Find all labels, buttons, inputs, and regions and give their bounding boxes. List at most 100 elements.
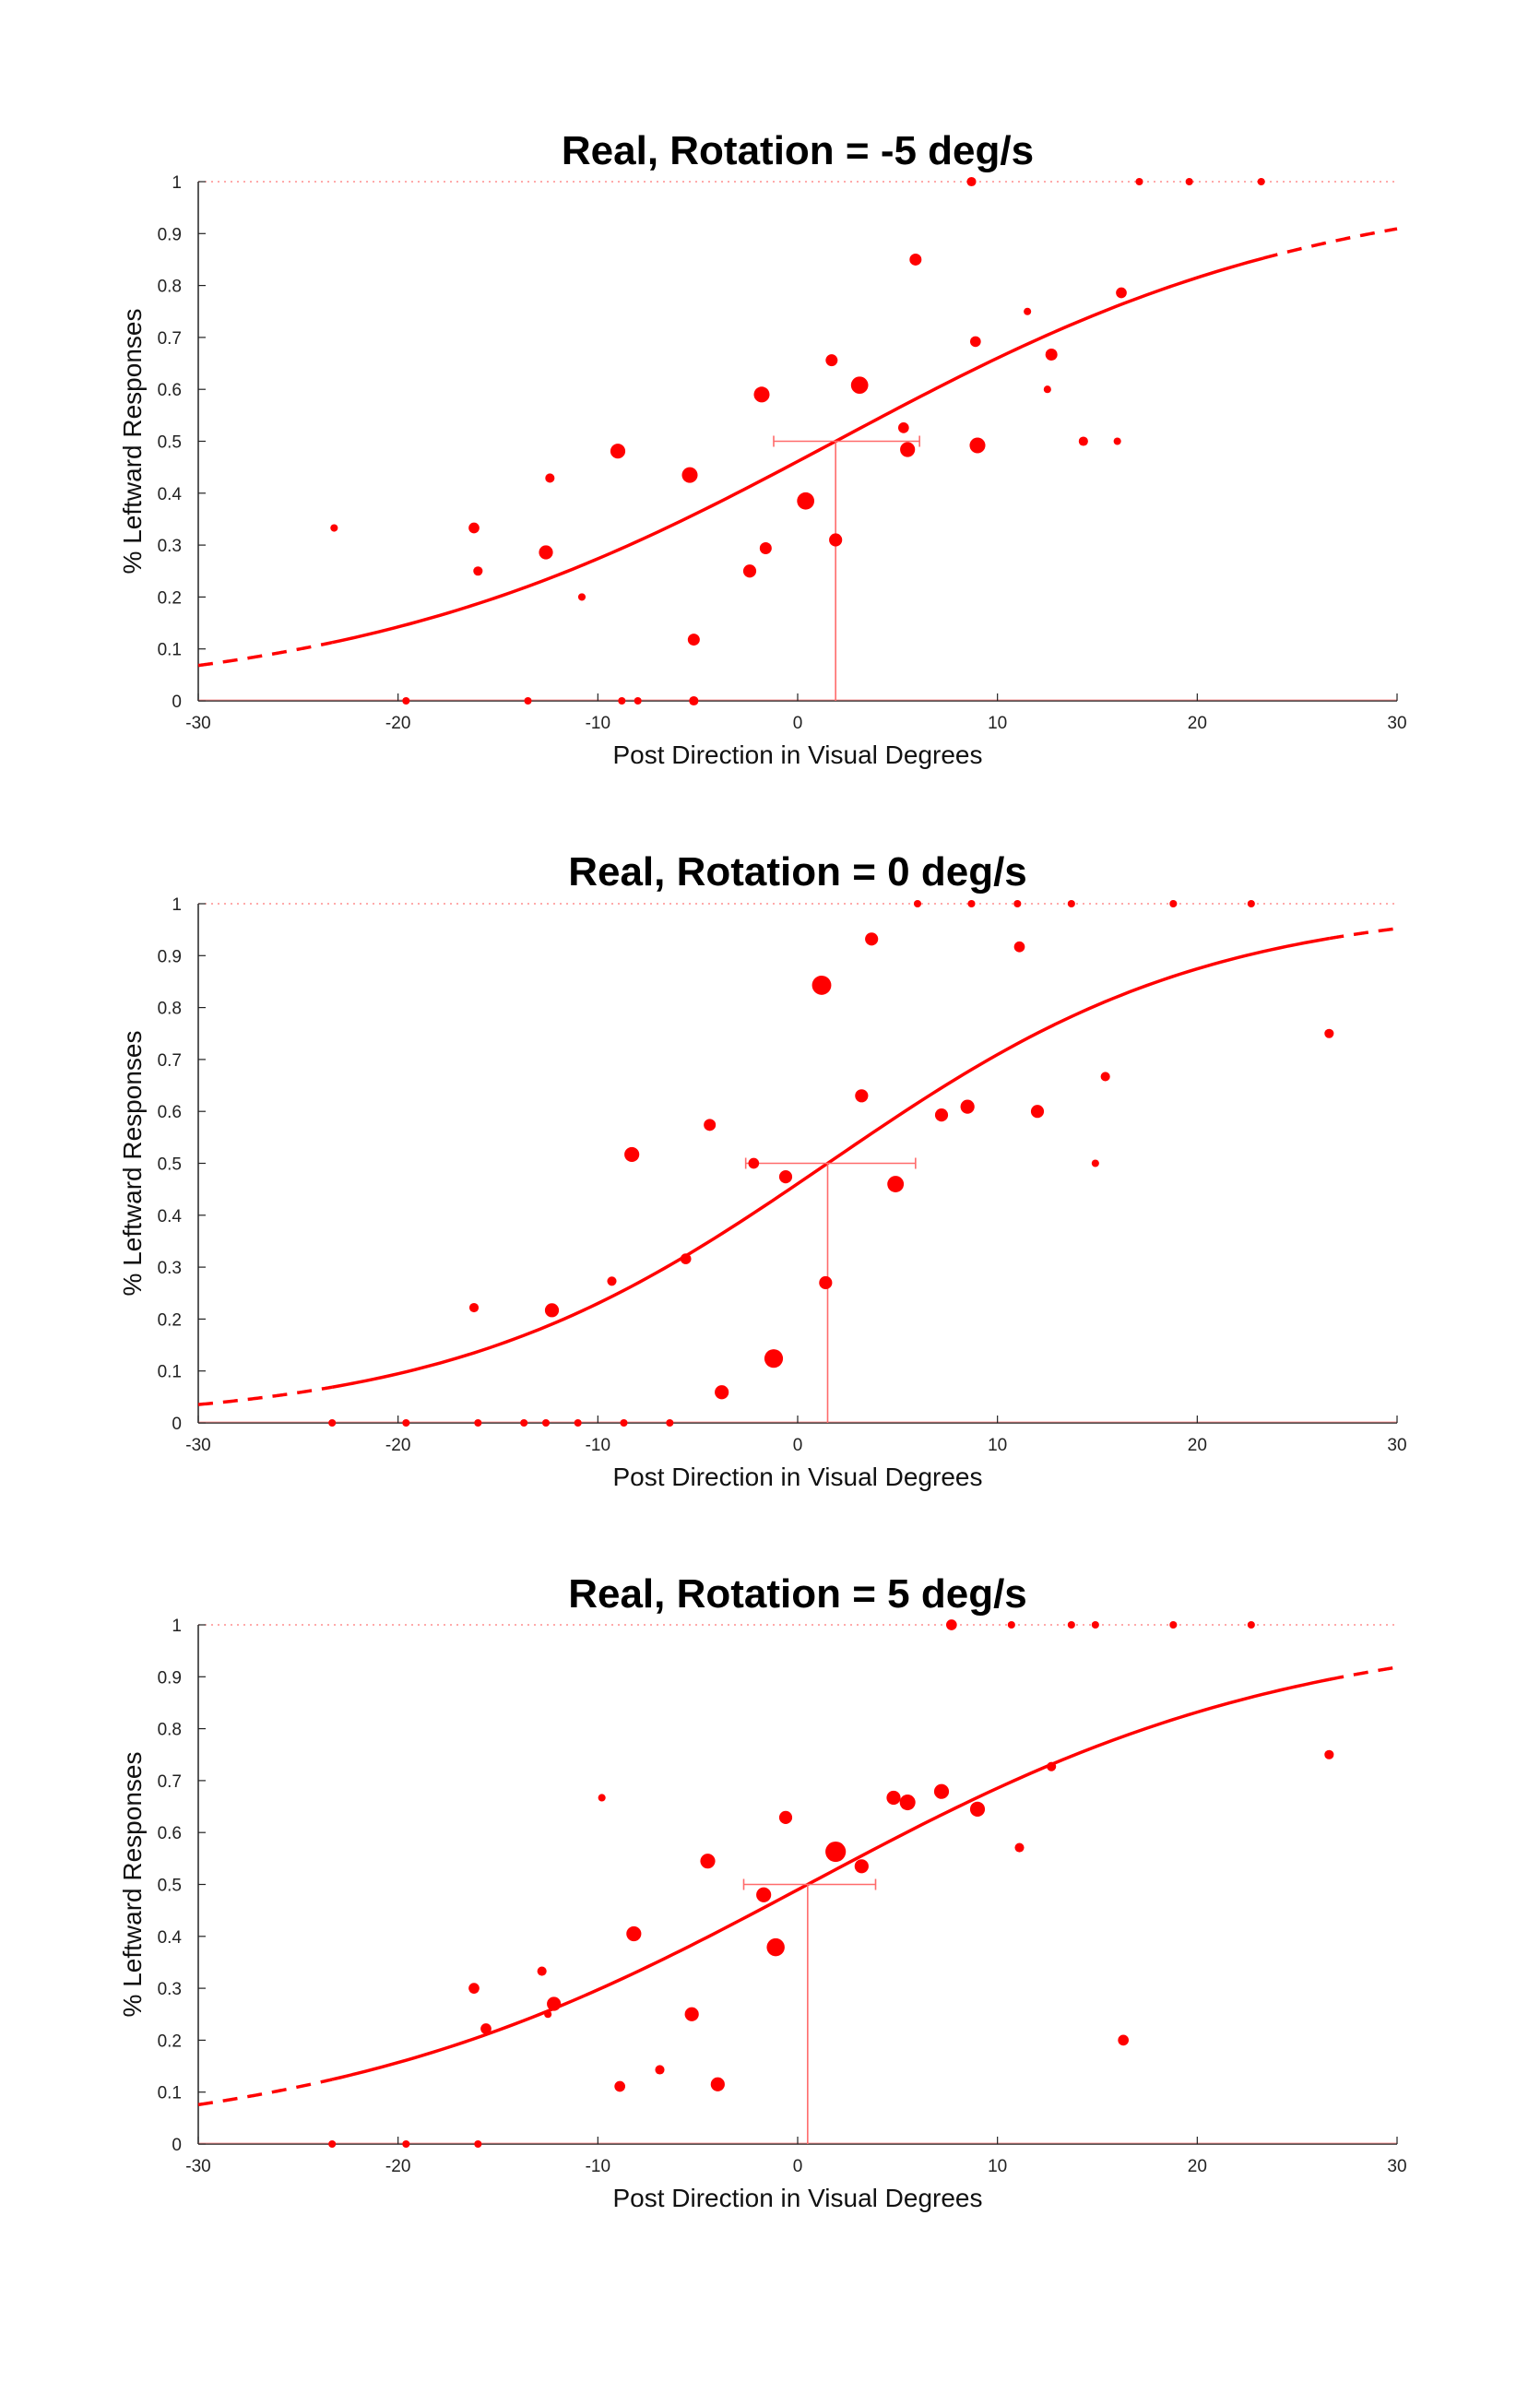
data-point bbox=[700, 1854, 716, 1869]
y-tick-label: 0.1 bbox=[158, 641, 182, 660]
data-point bbox=[742, 564, 757, 578]
data-point bbox=[850, 376, 869, 395]
data-point bbox=[634, 696, 642, 705]
x-tick-label: 30 bbox=[1387, 714, 1406, 733]
data-point bbox=[1247, 1620, 1255, 1629]
x-tick-label: 30 bbox=[1387, 1436, 1406, 1455]
data-point bbox=[715, 1385, 729, 1400]
y-tick-label: 0.7 bbox=[158, 1772, 182, 1792]
data-point bbox=[960, 1099, 975, 1114]
data-point bbox=[1185, 177, 1193, 186]
x-axis-label: Post Direction in Visual Degrees bbox=[612, 1463, 982, 1491]
y-tick-label: 0 bbox=[172, 693, 182, 712]
x-tick-label: -20 bbox=[385, 2157, 410, 2176]
y-tick-label: 0.3 bbox=[158, 537, 182, 556]
x-tick-label: -30 bbox=[185, 1436, 210, 1455]
chart-3: Real, Rotation = 5 deg/s-30 -20 -10 0 10 20 30… bbox=[118, 1571, 1407, 2212]
data-point bbox=[704, 1119, 717, 1131]
data-point bbox=[797, 492, 815, 510]
data-point bbox=[1116, 287, 1127, 299]
data-point bbox=[480, 2023, 492, 2034]
y-tick-label: 1 bbox=[172, 173, 182, 193]
data-point bbox=[811, 975, 832, 995]
fit-curve-extrapolated-right bbox=[1262, 227, 1398, 260]
data-point bbox=[1024, 307, 1032, 315]
data-point bbox=[544, 2010, 552, 2019]
data-point bbox=[610, 444, 626, 459]
data-point bbox=[825, 1841, 847, 1863]
data-point bbox=[854, 1859, 869, 1874]
data-point bbox=[886, 1790, 901, 1806]
y-tick-label: 0.2 bbox=[158, 1310, 182, 1330]
data-point bbox=[1013, 899, 1022, 908]
data-point bbox=[967, 899, 976, 908]
data-point bbox=[748, 1157, 760, 1169]
data-point bbox=[524, 696, 532, 705]
data-point bbox=[969, 1801, 986, 1817]
fit-curve bbox=[331, 1677, 1330, 2081]
x-tick-label: -10 bbox=[586, 2157, 610, 2176]
data-point bbox=[328, 2139, 337, 2149]
x-tick-label: 30 bbox=[1387, 2157, 1406, 2176]
data-point bbox=[1257, 177, 1265, 186]
data-point bbox=[865, 932, 879, 946]
data-point bbox=[913, 899, 922, 908]
data-point bbox=[1078, 436, 1088, 446]
data-point bbox=[547, 1996, 562, 2011]
y-tick-label: 0.1 bbox=[158, 2084, 182, 2103]
y-tick-label: 0.8 bbox=[158, 1721, 182, 1740]
fit-curve-extrapolated-left bbox=[197, 1385, 333, 1406]
data-point bbox=[607, 1276, 617, 1286]
y-tick-label: 0.4 bbox=[158, 1928, 183, 1948]
y-tick-label: 0.5 bbox=[158, 433, 182, 453]
data-point bbox=[1045, 348, 1058, 361]
data-point bbox=[969, 437, 986, 454]
chart-title: Real, Rotation = 0 deg/s bbox=[568, 849, 1027, 894]
data-point bbox=[539, 545, 553, 560]
data-point bbox=[1324, 1749, 1334, 1759]
y-tick-label: 0.1 bbox=[158, 1363, 182, 1382]
y-tick-label: 0.2 bbox=[158, 2032, 182, 2051]
data-point bbox=[402, 1418, 410, 1428]
data-point bbox=[887, 1176, 905, 1192]
data-point bbox=[681, 467, 698, 483]
x-tick-label: -20 bbox=[385, 1436, 410, 1455]
data-point bbox=[402, 2139, 410, 2149]
y-tick-label: 0 bbox=[172, 1415, 182, 1434]
x-tick-label: -10 bbox=[586, 714, 610, 733]
fit-curve-extrapolated-left bbox=[197, 641, 333, 668]
data-point bbox=[541, 1418, 551, 1428]
y-tick-label: 0.3 bbox=[158, 1259, 182, 1278]
x-tick-label: 0 bbox=[793, 1436, 803, 1455]
data-point bbox=[1014, 1842, 1025, 1853]
data-point bbox=[1067, 899, 1075, 908]
data-point bbox=[969, 336, 981, 348]
data-point bbox=[899, 1795, 916, 1811]
x-tick-label: -20 bbox=[385, 714, 410, 733]
data-point bbox=[614, 2080, 626, 2092]
fit-curve bbox=[331, 936, 1330, 1389]
data-point bbox=[966, 176, 977, 187]
y-tick-label: 1 bbox=[172, 1617, 182, 1636]
x-axis-label: Post Direction in Visual Degrees bbox=[612, 740, 982, 769]
y-tick-label: 0.8 bbox=[158, 1000, 182, 1019]
x-tick-label: 20 bbox=[1188, 2157, 1207, 2176]
fit-curve bbox=[331, 256, 1264, 645]
x-tick-label: 10 bbox=[988, 1436, 1007, 1455]
data-point bbox=[474, 1418, 482, 1428]
y-axis-label: % Leftward Responses bbox=[118, 309, 147, 575]
y-tick-label: 0.3 bbox=[158, 1980, 182, 1999]
x-tick-label: 0 bbox=[793, 2157, 803, 2176]
y-tick-label: 0.4 bbox=[158, 1207, 183, 1226]
y-tick-label: 0.4 bbox=[158, 485, 183, 504]
x-tick-label: -10 bbox=[586, 1436, 610, 1455]
data-point bbox=[1043, 385, 1051, 394]
data-point bbox=[1169, 1620, 1178, 1629]
x-axis-label: Post Direction in Visual Degrees bbox=[612, 2184, 982, 2212]
y-tick-label: 0.9 bbox=[158, 1668, 182, 1688]
data-point bbox=[687, 634, 700, 646]
data-point bbox=[537, 1966, 547, 1976]
x-tick-label: 20 bbox=[1188, 1436, 1207, 1455]
y-axis-label: % Leftward Responses bbox=[118, 1031, 147, 1297]
